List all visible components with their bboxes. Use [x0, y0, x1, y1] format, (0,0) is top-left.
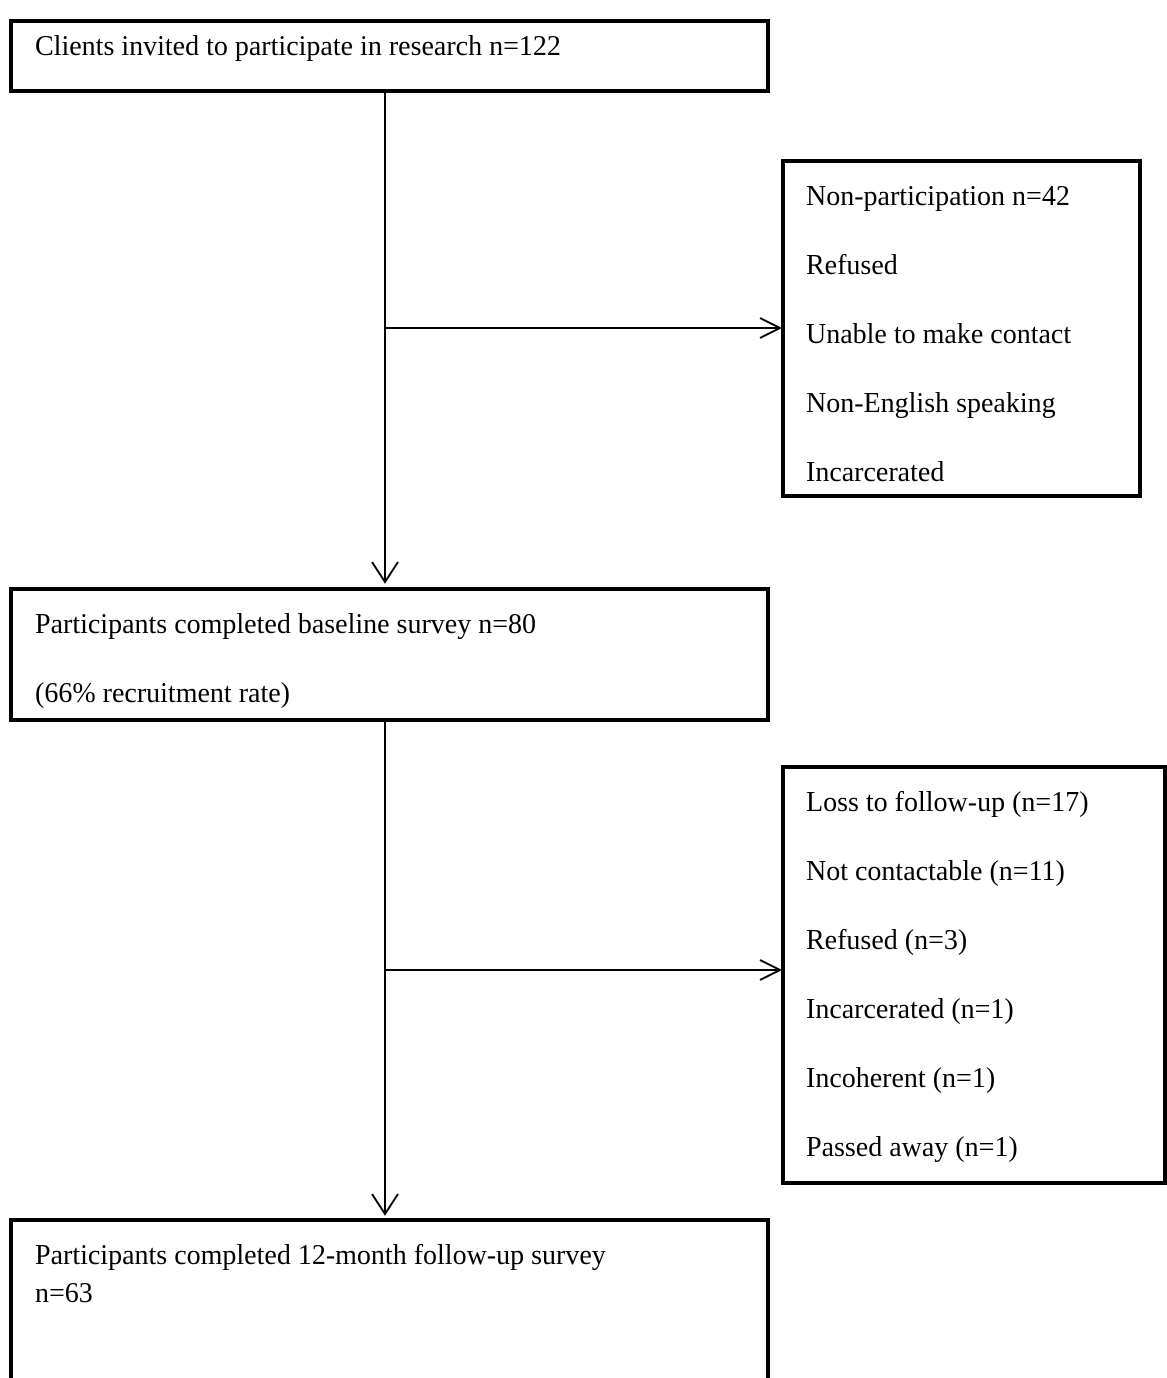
invited-text: Clients invited to participate in resear… [35, 31, 561, 62]
loss-to-follow-up-box: Loss to follow-up (n=17) Not contactable… [781, 765, 1167, 1185]
loss-reason: Not contactable (n=11) [806, 856, 1065, 887]
loss-reason: Incoherent (n=1) [806, 1063, 996, 1094]
baseline-text: Participants completed baseline survey n… [35, 609, 536, 640]
non-participation-reason: Refused [806, 250, 898, 281]
loss-reason: Refused (n=3) [806, 925, 968, 956]
non-participation-box: Non-participation n=42 Refused Unable to… [781, 159, 1142, 498]
non-participation-reason: Non-English speaking [806, 388, 1056, 419]
non-participation-reason: Unable to make contact [806, 319, 1072, 350]
followup-count: n=63 [35, 1278, 93, 1309]
arrowhead-non-participation [759, 317, 783, 339]
invited-box: Clients invited to participate in resear… [9, 19, 770, 93]
loss-to-follow-up-title: Loss to follow-up (n=17) [806, 787, 1089, 818]
arrowhead-baseline [371, 561, 399, 584]
loss-reason: Incarcerated (n=1) [806, 994, 1014, 1025]
followup-box: Participants completed 12-month follow-u… [9, 1218, 770, 1378]
non-participation-reason: Incarcerated [806, 457, 945, 488]
recruitment-rate-text: (66% recruitment rate) [35, 678, 290, 709]
followup-text: Participants completed 12-month follow-u… [35, 1240, 606, 1271]
flowchart-connectors [371, 92, 783, 1216]
loss-reason: Passed away (n=1) [806, 1132, 1018, 1163]
arrowhead-followup [371, 1193, 399, 1216]
baseline-box: Participants completed baseline survey n… [9, 587, 770, 722]
arrowhead-loss-to-follow-up [759, 959, 783, 981]
non-participation-title: Non-participation n=42 [806, 181, 1070, 212]
